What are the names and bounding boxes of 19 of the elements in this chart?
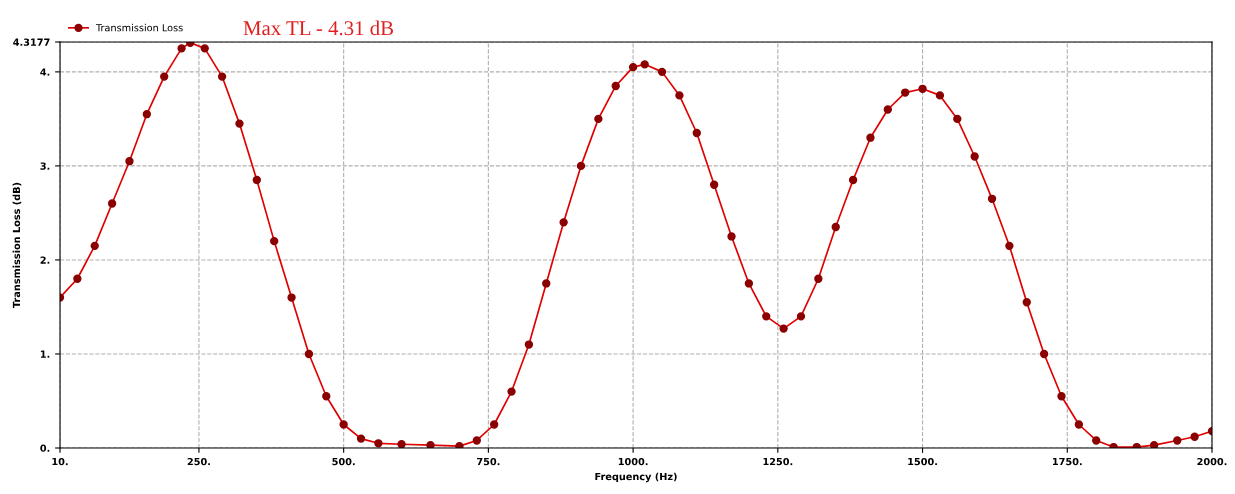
x-tick-label: 750. [477, 457, 500, 466]
y-tick-label: 2. [40, 256, 50, 264]
x-tick-label: 250. [187, 457, 210, 466]
y-tick-label: 4. [40, 68, 50, 76]
x-tick-label: 1000. [618, 457, 648, 466]
y-tick-label: 3. [40, 162, 50, 170]
y-tick-label: 4.3177 [13, 38, 50, 46]
x-tick-label: 2000. [1197, 457, 1227, 466]
x-tick-label: 1500. [908, 457, 937, 466]
x-tick-label: 1750. [1053, 457, 1082, 466]
x-tick-label: 1250. [763, 457, 793, 466]
legend-label: Transmission Loss [95, 23, 183, 32]
y-axis-title: Transmission Loss (dB) [12, 182, 22, 308]
text: Max TL - 4.31 dB [243, 20, 394, 36]
x-axis-title: Frequency (Hz) [595, 472, 677, 483]
x-tick-label: 10. [52, 457, 68, 466]
y-tick-label: 1. [40, 350, 50, 358]
x-tick-label: 500. [332, 457, 355, 466]
y-tick-label: 0. [40, 444, 50, 452]
